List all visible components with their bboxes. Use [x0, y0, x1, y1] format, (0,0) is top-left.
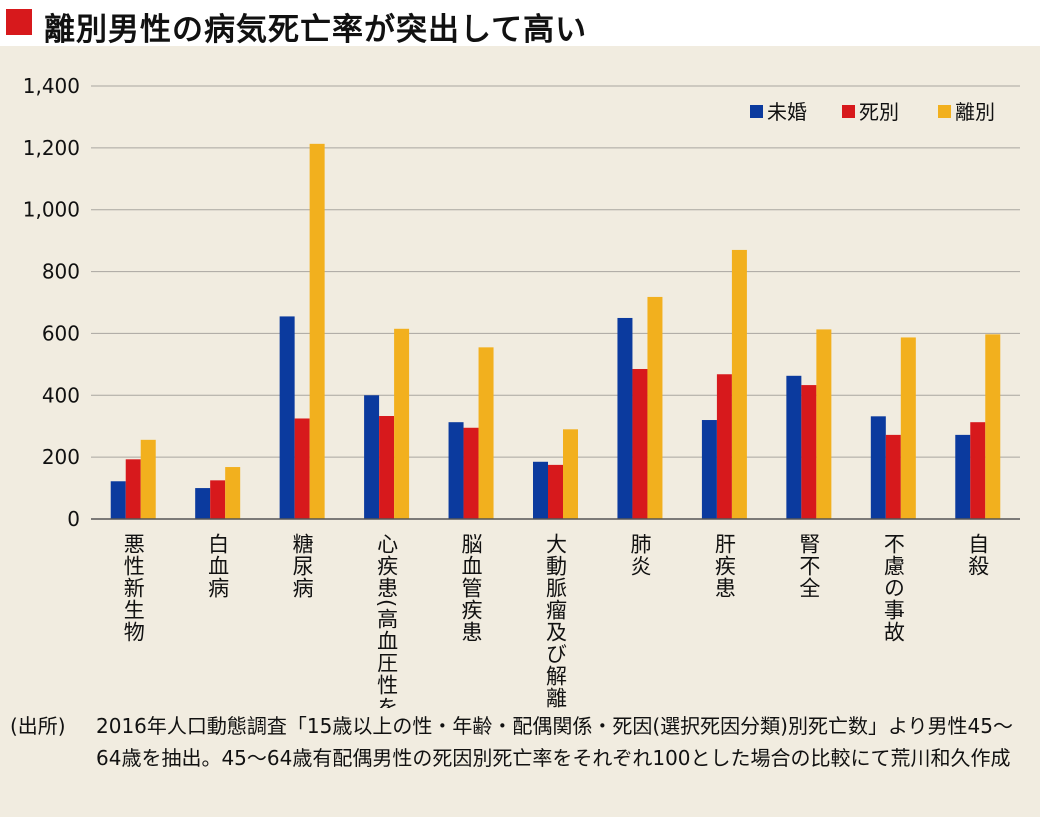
x-tick-label: 悪性新生物 [121, 533, 145, 643]
bar [816, 329, 832, 519]
y-tick-label: 400 [42, 383, 80, 407]
bar [140, 439, 156, 519]
x-tick-label: 糖尿病 [290, 533, 314, 599]
y-tick-label: 200 [42, 445, 80, 469]
bar [478, 347, 494, 519]
bar-chart: 0 200 400 600 800 1,000 1,200 1,400 悪性新生物 白血病 糖尿病… [0, 46, 1040, 708]
bar [801, 385, 817, 519]
bar [885, 434, 901, 519]
source-text: 2016年人口動態調査「15歳以上の性・年齢・配偶関係・死因(選択死因分類)別死… [96, 714, 1014, 770]
bar [985, 334, 1001, 519]
page-title: 離別男性の病気死亡率が突出して高い [44, 12, 588, 48]
x-tick-label: 腎不全 [797, 533, 821, 599]
y-tick-label: 600 [42, 321, 80, 345]
title-marker [6, 9, 32, 35]
bar [279, 316, 295, 519]
y-tick-label: 800 [42, 260, 80, 284]
x-axis-labels: 悪性新生物 白血病 糖尿病 心疾患(高血圧性を除く) 脳血管疾患 大動脈瘤及び解離 肺炎 肝疾… [121, 533, 990, 708]
bar [294, 418, 310, 519]
bar [548, 464, 563, 519]
legend-label: 未婚 [767, 100, 807, 124]
bar [533, 461, 548, 519]
y-tick-label: 1,400 [23, 74, 80, 98]
bar [632, 368, 648, 519]
x-tick-label: 脳血管疾患 [459, 533, 483, 643]
x-tick-label: 不慮の事故 [881, 533, 905, 643]
legend-swatch [938, 105, 951, 118]
bar [647, 296, 663, 519]
bar [563, 429, 578, 519]
legend-label: 死別 [859, 100, 899, 124]
gridlines [91, 85, 1020, 458]
bar [970, 422, 986, 519]
bar [448, 422, 464, 519]
bars [110, 143, 1001, 519]
bar [110, 481, 126, 519]
legend-label: 離別 [955, 100, 995, 124]
y-tick-label: 1,200 [23, 136, 80, 160]
bar [463, 427, 479, 519]
bar [617, 317, 633, 519]
bar [225, 467, 241, 519]
y-tick-label: 1,000 [23, 198, 80, 222]
bar [309, 143, 325, 519]
bar [716, 374, 732, 519]
x-tick-label: 自殺 [966, 533, 990, 577]
x-tick-label: 肝疾患 [712, 533, 736, 599]
legend: 未婚 死別 離別 [750, 100, 995, 124]
source-label: (出所) [10, 714, 66, 738]
legend-swatch [750, 105, 763, 118]
x-tick-label: 白血病 [206, 533, 230, 599]
x-tick-label: 心疾患(高血圧性を除く) [375, 533, 399, 708]
bar [786, 375, 802, 519]
bar [125, 459, 141, 519]
x-tick-label: 肺炎 [628, 533, 652, 577]
bar [701, 420, 717, 519]
y-tick-label: 0 [67, 507, 80, 531]
bar [900, 337, 916, 519]
bar [195, 488, 211, 519]
bar [955, 434, 971, 519]
bar [210, 480, 226, 519]
header: 離別男性の病気死亡率が突出して高い [0, 0, 1040, 48]
bar [870, 416, 886, 519]
source-note: (出所) 2016年人口動態調査「15歳以上の性・年齢・配偶関係・死因(選択死因… [10, 710, 1030, 770]
bar [731, 249, 747, 519]
y-axis-ticks: 0 200 400 600 800 1,000 1,200 1,400 [23, 74, 80, 531]
chart-background [0, 46, 1040, 708]
bar [379, 416, 395, 519]
x-tick-label: 大動脈瘤及び解離 [544, 533, 568, 708]
legend-swatch [842, 105, 855, 118]
bar [364, 395, 380, 519]
bar [394, 328, 410, 519]
